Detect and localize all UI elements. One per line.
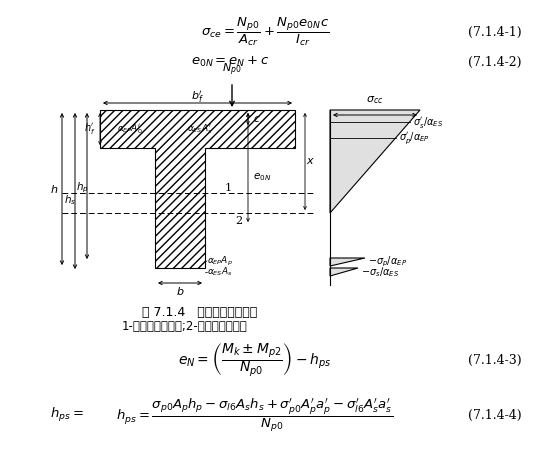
Text: (7.1.4-1): (7.1.4-1) [468,26,522,38]
Text: $h_{ps} = \dfrac{\sigma_{p0}A_p h_p - \sigma_{l6}A_s h_s + \sigma_{p0}^{\prime}A: $h_{ps} = \dfrac{\sigma_{p0}A_p h_p - \s… [116,396,394,434]
Text: $h_p$: $h_p$ [76,181,88,195]
Text: $\sigma_s'/\alpha_{ES}$: $\sigma_s'/\alpha_{ES}$ [413,115,442,129]
Text: $\sigma_p'/\alpha_{EP}$: $\sigma_p'/\alpha_{EP}$ [399,130,430,146]
Text: $\sigma_{cc}$: $\sigma_{cc}$ [366,94,384,106]
Text: $\alpha_{ES}A_s$: $\alpha_{ES}A_s$ [207,266,232,278]
Polygon shape [330,110,420,213]
Text: $e_N = \left(\dfrac{M_k \pm M_{p2}}{N_{p0}}\right) - h_{ps}$: $e_N = \left(\dfrac{M_k \pm M_{p2}}{N_{p… [178,341,332,378]
Text: (7.1.4-3): (7.1.4-3) [468,354,522,367]
Text: $h_f'$: $h_f'$ [83,121,95,137]
Text: 1-开裂截面重心轴;2-开裂截面中性轴: 1-开裂截面重心轴;2-开裂截面中性轴 [122,319,248,332]
Text: $-$$\sigma_s/\alpha_{ES}$: $-$$\sigma_s/\alpha_{ES}$ [361,265,399,279]
Text: $h_{ps} =$: $h_{ps} =$ [50,406,83,424]
Text: $b$: $b$ [176,285,184,297]
Polygon shape [100,110,295,268]
Text: $c$: $c$ [253,114,260,124]
Text: 图 7.1.4   开裂截面及应力图: 图 7.1.4 开裂截面及应力图 [142,305,258,318]
Text: $\sigma_{ce} = \dfrac{N_{p0}}{A_{cr}} + \dfrac{N_{p0}e_{0N}c}{I_{cr}}$: $\sigma_{ce} = \dfrac{N_{p0}}{A_{cr}} + … [201,16,329,48]
Text: $e_{0N}$: $e_{0N}$ [253,171,271,183]
Text: $\alpha_{EP}A_p$: $\alpha_{EP}A_p$ [207,254,233,267]
Text: $-$$\sigma_p/\alpha_{EP}$: $-$$\sigma_p/\alpha_{EP}$ [368,255,407,269]
Text: 1: 1 [225,183,232,193]
Text: $b_f'$: $b_f'$ [190,89,203,105]
Text: $h_s$: $h_s$ [64,193,76,207]
Text: $e_{0N} = e_N + c$: $e_{0N} = e_N + c$ [191,55,269,69]
Polygon shape [330,268,358,276]
Text: $\alpha_{ES}A_s'$: $\alpha_{ES}A_s'$ [187,122,213,136]
Text: $N_{p0}$: $N_{p0}$ [222,62,242,78]
Text: $\alpha_{EP}A_0'$: $\alpha_{EP}A_0'$ [117,122,143,136]
Text: (7.1.4-4): (7.1.4-4) [468,409,522,422]
Text: 2: 2 [235,216,242,226]
Polygon shape [330,258,365,266]
Text: (7.1.4-2): (7.1.4-2) [468,55,522,69]
Text: $h$: $h$ [50,183,58,195]
Text: $x$: $x$ [306,156,315,166]
